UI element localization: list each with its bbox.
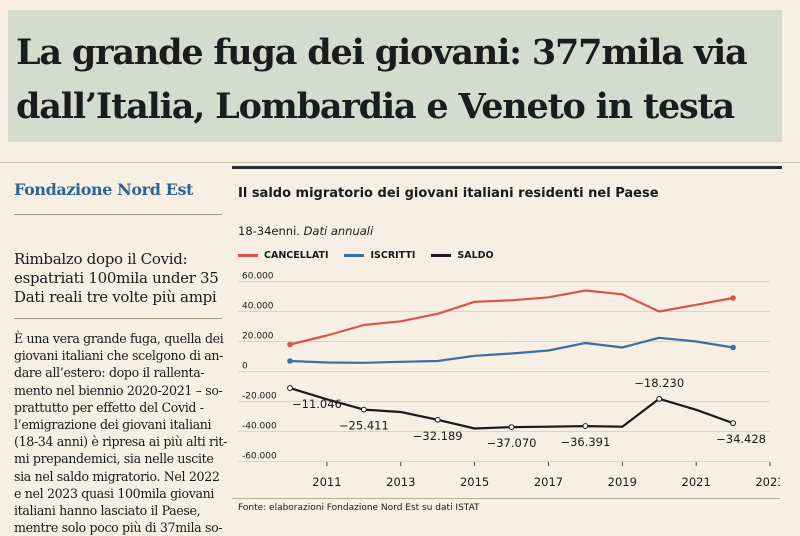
- body-line: prattutto per effetto del Covid -: [14, 399, 204, 415]
- chart-subtitle-plain: 18-34enni.: [238, 224, 300, 238]
- chart-subtitle-italic: Dati annuali: [303, 224, 374, 238]
- y-tick-label: 40.000: [242, 302, 274, 312]
- body-line: mi prepandemici, sia nelle uscite: [14, 451, 214, 467]
- legend-label-cancellati: CANCELLATI: [264, 250, 329, 261]
- body-line: dare all’estero: dopo il rallenta-: [14, 365, 205, 381]
- x-tick-label: 2013: [386, 475, 415, 489]
- saldo-marker: [434, 416, 441, 423]
- legend-label-iscritti: ISCRITTI: [370, 250, 416, 261]
- chart-legend: CANCELLATI ISCRITTI SALDO: [238, 250, 494, 261]
- saldo-data-label: −37.070: [487, 436, 537, 450]
- legend-label-saldo: SALDO: [457, 250, 494, 261]
- series-line-cancellati: [289, 289, 734, 346]
- series-startpoint-cancellati: [287, 341, 293, 348]
- x-tick-label: 2011: [312, 475, 341, 489]
- legend-swatch-iscritti: [344, 254, 365, 257]
- brand-divider: [14, 214, 222, 215]
- series-startpoint-iscritti: [287, 358, 293, 364]
- body-line: mento nel biennio 2020-2021 – so-: [14, 382, 223, 398]
- chart-bottom-rule: [232, 498, 780, 499]
- headline-background: [8, 10, 782, 142]
- y-tick-label: 20.000: [242, 332, 274, 342]
- body-line: e nel 2023 quasi 100mila giovani: [14, 485, 215, 501]
- x-tick-label: 2015: [460, 475, 489, 489]
- body-line: sia nel saldo migratorio. Nel 2022: [14, 468, 220, 484]
- saldo-data-label: −11.046: [292, 397, 342, 411]
- body-line: italiani hanno lasciato il Paese,: [14, 503, 201, 519]
- saldo-data-label: −32.189: [413, 429, 463, 443]
- brand-label: Fondazione Nord Est: [14, 180, 194, 199]
- y-tick-label: -40.000: [242, 422, 277, 432]
- saldo-data-label: −25.411: [339, 419, 389, 433]
- saldo-marker: [582, 423, 589, 429]
- saldo-marker: [360, 406, 367, 413]
- x-tick-label: 2017: [534, 475, 563, 489]
- legend-item-cancellati: CANCELLATI: [238, 250, 328, 261]
- y-tick-label: 60.000: [242, 272, 274, 282]
- saldo-marker: [730, 420, 736, 427]
- legend-item-saldo: SALDO: [431, 250, 494, 261]
- y-tick-label: -20.000: [242, 392, 277, 402]
- saldo-data-label: −34.428: [716, 432, 766, 446]
- saldo-data-label: −18.230: [634, 376, 684, 390]
- chart-top-rule: [232, 166, 782, 169]
- chart-title: Il saldo migratorio dei giovani italiani…: [238, 186, 659, 201]
- body-line: (18-34 anni) è ripresa ai più alti rit-: [14, 434, 227, 450]
- article-body: È una vera grande fuga, quella dei giova…: [14, 330, 228, 536]
- saldo-marker: [656, 395, 663, 402]
- legend-swatch-cancellati: [238, 254, 258, 257]
- deck-line-1: Rimbalzo dopo il Covid:: [14, 250, 188, 268]
- y-tick-label: -60.000: [242, 452, 277, 462]
- body-line: È una vera grande fuga, quella dei: [14, 331, 224, 346]
- deck-divider: [14, 318, 222, 319]
- x-tick-label: 2023: [755, 475, 780, 489]
- body-line: mentre solo poco più di 37mila so-: [14, 520, 223, 536]
- saldo-marker: [287, 385, 293, 391]
- deck-line-2: espatriati 100mila under 35: [14, 269, 219, 287]
- saldo-marker: [508, 424, 515, 431]
- saldo-data-label: −36.391: [560, 435, 610, 449]
- y-tick-label: 0: [242, 362, 248, 372]
- chart-subtitle: 18-34enni. Dati annuali: [238, 224, 373, 238]
- headline: La grande fuga dei giovani: 377mila via …: [16, 26, 786, 134]
- series-endpoint-iscritti: [730, 344, 736, 351]
- x-tick-label: 2021: [682, 475, 711, 489]
- headline-line-2: dall’Italia, Lombardia e Veneto in testa: [16, 86, 735, 127]
- body-line: giovani italiani che scelgono di an-: [14, 348, 224, 364]
- migration-line-chart: 60.000 40.000 20.000 0 -20.000 -40.000 -60.000…: [238, 272, 780, 489]
- body-line: l’emigrazione dei giovani italiani: [14, 417, 212, 433]
- legend-swatch-saldo: [431, 254, 452, 257]
- headline-line-1: La grande fuga dei giovani: 377mila via: [16, 32, 748, 73]
- deck-line-3: Dati reali tre volte più ampi: [14, 288, 217, 306]
- section-divider: [0, 162, 800, 163]
- series-line-iscritti: [289, 336, 734, 364]
- series-endpoint-cancellati: [730, 295, 736, 301]
- chart-source: Fonte: elaborazioni Fondazione Nord Est …: [238, 503, 480, 513]
- legend-item-iscritti: ISCRITTI: [344, 250, 415, 261]
- deck: Rimbalzo dopo il Covid: espatriati 100mi…: [14, 250, 226, 307]
- x-tick-label: 2019: [608, 475, 637, 489]
